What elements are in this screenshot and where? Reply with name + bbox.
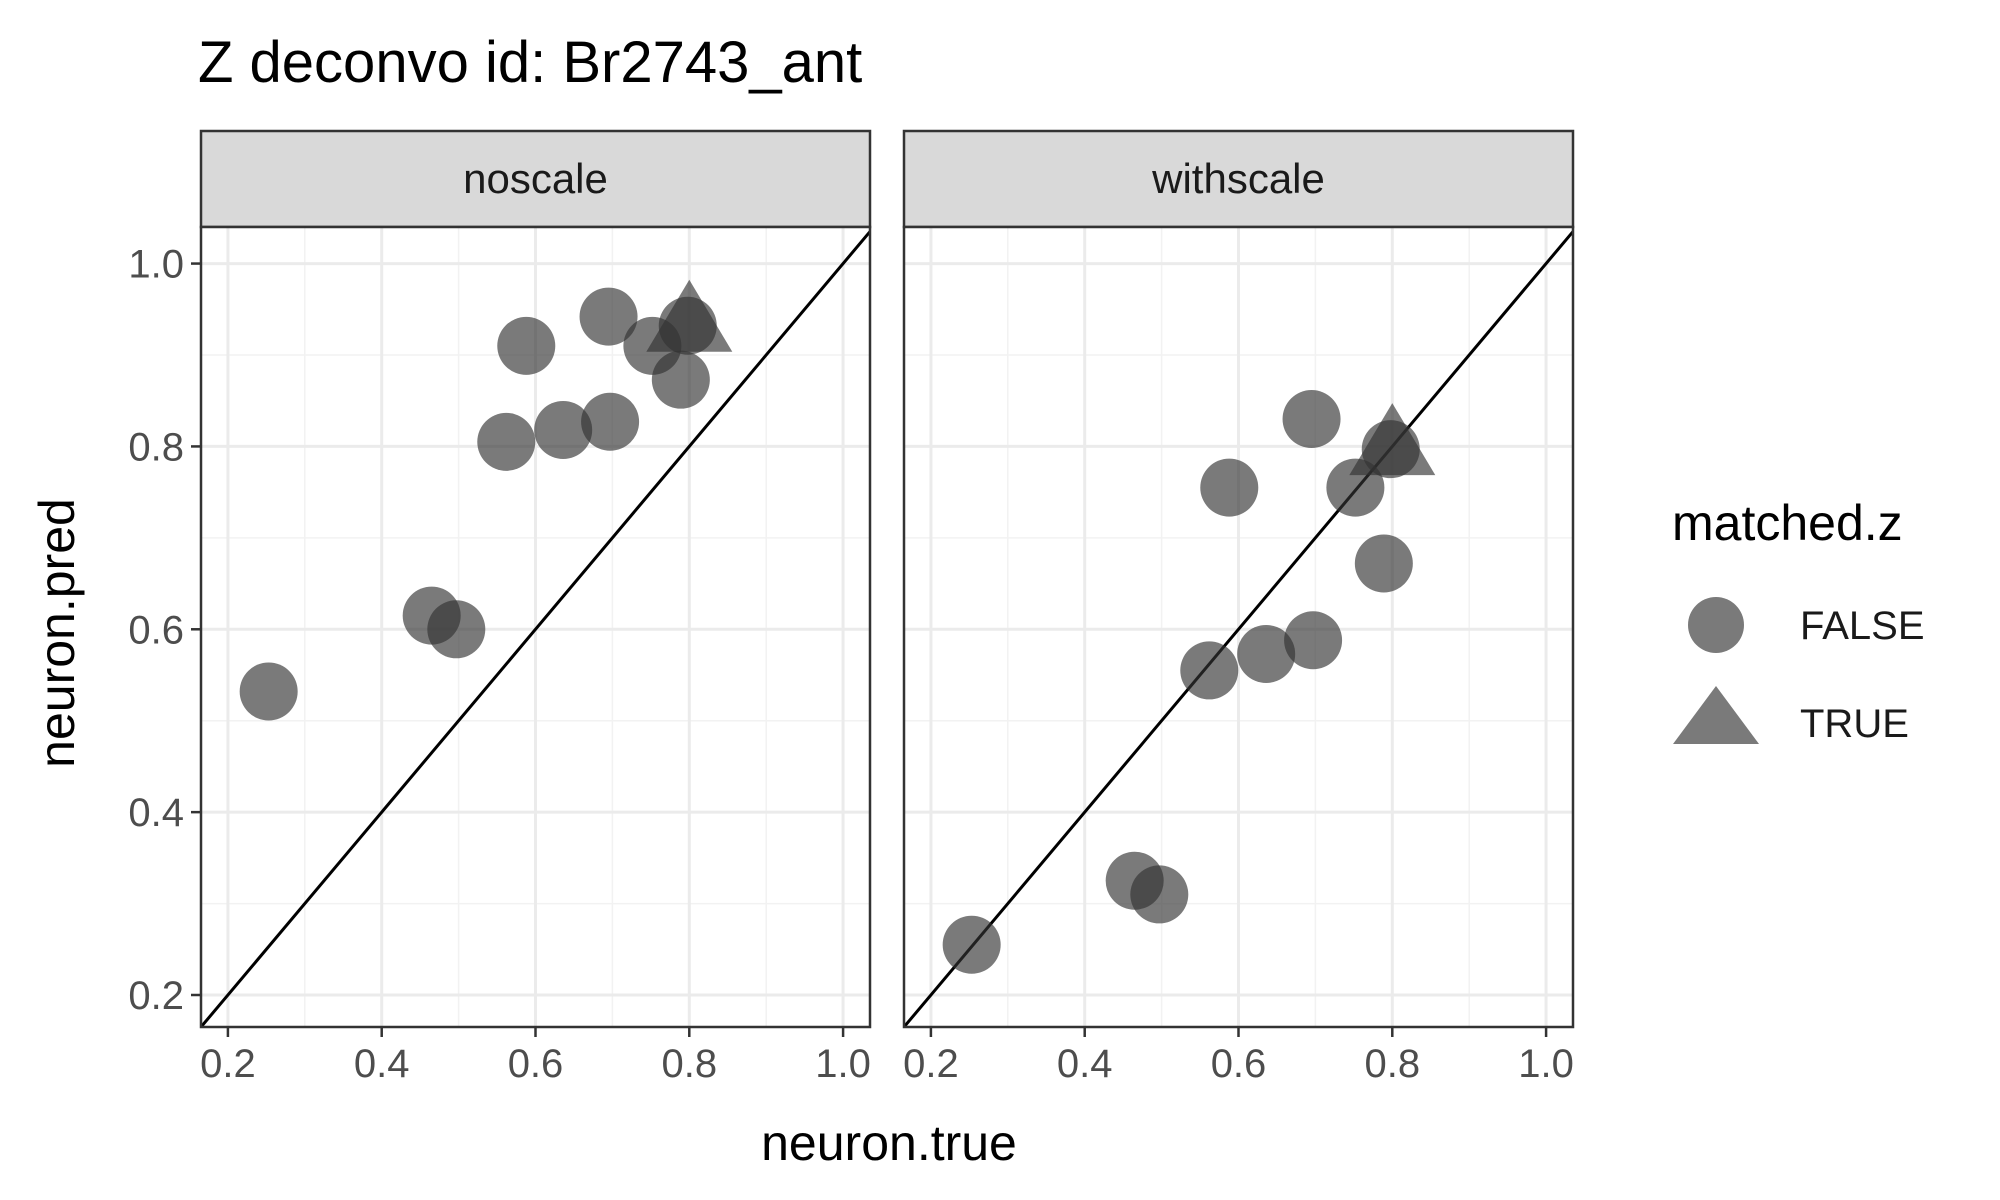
x-tick-label: 0.2 [200,1042,256,1086]
x-axis-title: neuron.true [761,1115,1017,1171]
legend-label-true: TRUE [1800,702,1909,746]
legend-key-triangle [1673,686,1759,744]
y-tick-label: 0.6 [128,608,184,652]
data-point-false [1237,624,1296,683]
y-axis-title: neuron.pred [29,498,85,768]
facet-strip-label: withscale [1151,155,1325,202]
x-tick-label: 0.6 [508,1042,564,1086]
data-point-false [1284,611,1343,670]
data-point-false [1354,534,1413,593]
y-tick-label: 0.8 [128,425,184,469]
legend-key-circle [1688,597,1744,653]
data-point-false [1282,390,1341,448]
data-point-false [477,412,536,471]
x-tick-label: 0.6 [1211,1042,1267,1086]
data-point-false [534,400,593,459]
data-point-true [1349,403,1436,476]
y-tick-label: 0.4 [128,791,184,835]
data-point-true [646,279,733,352]
x-tick-label: 1.0 [1518,1042,1574,1086]
data-point-false [942,915,1001,974]
legend: matched.z FALSE TRUE [1672,495,1925,746]
x-tick-label: 0.2 [903,1042,959,1086]
y-tick-label: 0.2 [128,974,184,1018]
facet-strip [199,129,872,229]
data-point-false [1180,641,1239,700]
panel-withscale: withscale 0.2 0.4 0.6 0.8 1.0 [902,129,1575,1086]
identity-line [904,230,1573,1027]
chart-title: Z deconvo id: Br2743_ant [198,30,862,95]
panel-noscale: noscale 0.2 0.4 0.6 0.8 1.0 0.2 0.4 0.6 0.8 1.0 [128,129,872,1086]
legend-label-false: FALSE [1800,604,1925,648]
data-point-false [581,392,640,451]
data-point-false [1200,458,1259,517]
facet-strip [902,129,1575,229]
y-tick-label: 1.0 [128,243,184,287]
legend-title: matched.z [1672,495,1903,551]
data-point-false [579,287,638,346]
x-tick-label: 1.0 [815,1042,871,1086]
identity-line [201,230,870,1027]
x-tick-label: 0.8 [1364,1042,1420,1086]
x-tick-label: 0.4 [1057,1042,1113,1086]
facet-strip-label: noscale [463,155,608,202]
x-tick-label: 0.4 [354,1042,410,1086]
data-point-false [497,316,556,375]
data-point-false [651,350,710,409]
data-point-false [239,662,298,721]
x-tick-label: 0.8 [661,1042,717,1086]
data-point-false [1130,865,1189,924]
data-point-false [427,600,486,659]
